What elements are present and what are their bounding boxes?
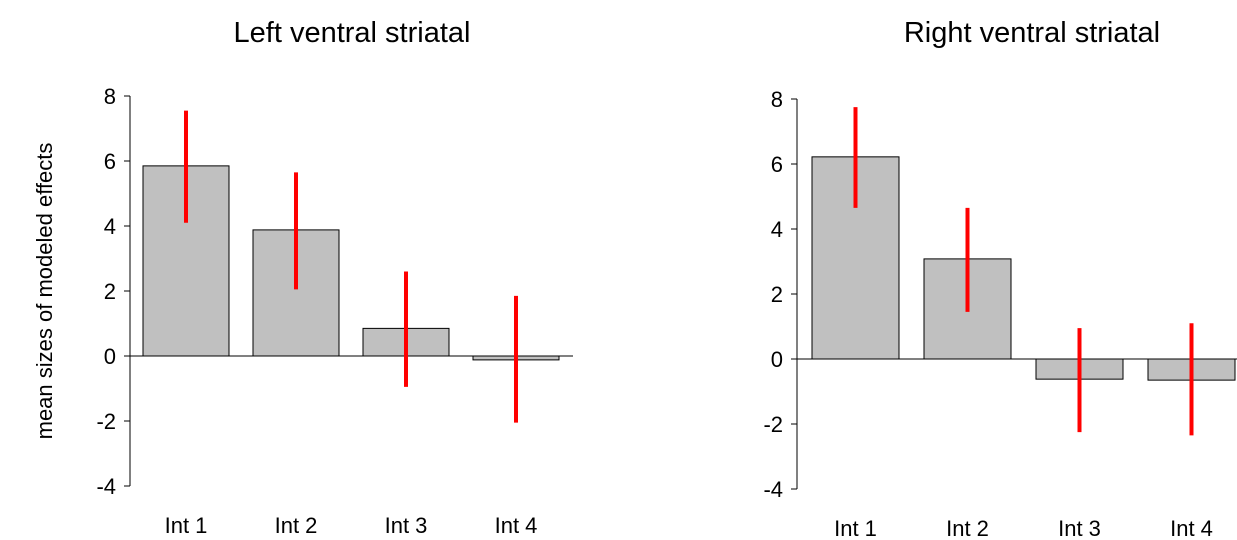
y-tick-label: 4 — [104, 214, 116, 239]
x-category-label: Int 3 — [1058, 516, 1101, 540]
x-category-label: Int 4 — [495, 513, 538, 538]
x-category-label: Int 3 — [385, 513, 428, 538]
y-tick-label: -4 — [96, 474, 116, 499]
x-category-label: Int 4 — [1170, 516, 1213, 540]
x-category-label: Int 2 — [275, 513, 318, 538]
y-tick-label: 2 — [771, 282, 783, 307]
y-tick-label: 6 — [104, 149, 116, 174]
y-axis-label: mean sizes of modeled effects — [32, 143, 57, 440]
y-tick-label: 2 — [104, 279, 116, 304]
y-tick-label: 8 — [771, 87, 783, 112]
y-tick-label: 4 — [771, 217, 783, 242]
y-tick-label: 6 — [771, 152, 783, 177]
chart-left: Left ventral striatal mean sizes of mode… — [32, 17, 573, 538]
x-category-label: Int 1 — [165, 513, 208, 538]
x-category-label: Int 1 — [834, 516, 877, 540]
chart-title-right: Right ventral striatal — [904, 17, 1160, 49]
chart-right: Right ventral striatal 8 6 4 2 0 -2 -4 Int 1 Int… — [763, 17, 1237, 540]
y-tick-label: 0 — [771, 347, 783, 372]
y-tick-label: 8 — [104, 84, 116, 109]
y-tick-label: 0 — [104, 344, 116, 369]
chart-title-left: Left ventral striatal — [234, 17, 471, 49]
y-tick-label: -2 — [96, 409, 116, 434]
y-tick-label: -2 — [763, 412, 783, 437]
y-tick-label: -4 — [763, 477, 783, 502]
x-category-label: Int 2 — [946, 516, 989, 540]
plot-area-right: 8 6 4 2 0 -2 -4 Int 1 Int 2 Int 3 Int 4 — [763, 87, 1237, 540]
plot-area-left: 8 6 4 2 0 -2 -4 Int 1 Int 2 Int 3 Int 4 — [96, 84, 573, 538]
